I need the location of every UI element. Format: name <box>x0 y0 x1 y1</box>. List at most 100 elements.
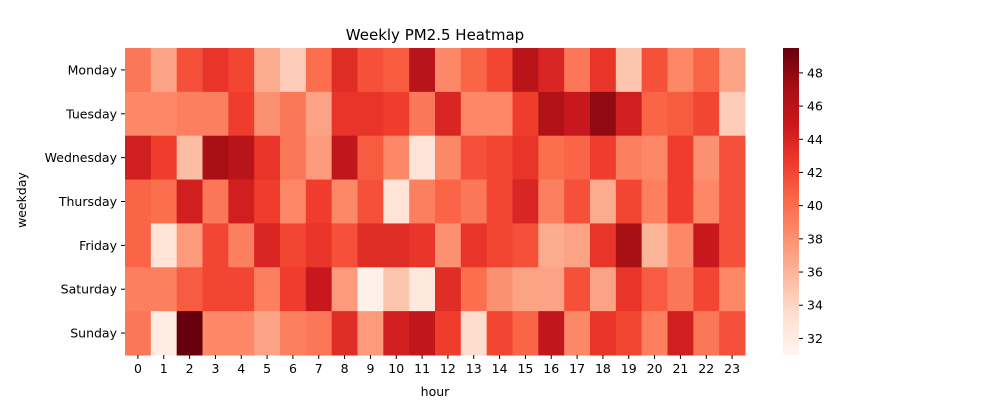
heatmap-cell <box>176 48 203 93</box>
heatmap-cell <box>331 48 358 93</box>
heatmap-cell <box>150 91 178 137</box>
x-tick-label: 10 <box>388 361 404 376</box>
heatmap-cell <box>719 267 746 312</box>
heatmap-cell <box>228 179 255 224</box>
heatmap-cell <box>719 91 746 137</box>
heatmap-cell <box>280 223 307 268</box>
heatmap-cell <box>383 179 410 224</box>
heatmap-cell <box>667 48 694 93</box>
heatmap-cell <box>435 267 462 312</box>
x-tick-label: 5 <box>263 361 271 376</box>
chart-title: Weekly PM2.5 Heatmap <box>346 26 524 44</box>
heatmap-cell <box>305 179 333 224</box>
heatmap-cell <box>590 267 617 312</box>
heatmap-cell <box>615 48 643 93</box>
heatmap-cell <box>719 135 746 181</box>
heatmap-cell <box>538 223 565 268</box>
heatmap-cell <box>409 223 436 268</box>
y-tick-label: Sunday <box>70 326 117 341</box>
heatmap-cell <box>615 223 643 268</box>
heatmap-cell <box>280 179 307 224</box>
heatmap-cell <box>667 267 694 312</box>
heatmap-cell <box>460 311 488 356</box>
heatmap-cell <box>460 48 488 93</box>
heatmap-cell <box>564 311 591 356</box>
heatmap-cell <box>331 311 358 356</box>
heatmap-cell <box>150 311 178 356</box>
x-axis-title: hour <box>421 384 450 399</box>
colorbar <box>783 48 799 355</box>
heatmap-cell <box>150 179 178 224</box>
heatmap-cell <box>486 48 513 93</box>
heatmap-cell <box>693 48 720 93</box>
heatmap-cell <box>202 179 229 224</box>
heatmap-cell <box>615 311 643 356</box>
heatmap-cell <box>409 267 436 312</box>
heatmap-cell <box>512 311 539 356</box>
heatmap-cell <box>383 267 410 312</box>
heatmap-cell <box>693 179 720 224</box>
heatmap-cell <box>590 91 617 137</box>
heatmap-cell <box>202 267 229 312</box>
heatmap-cell <box>538 179 565 224</box>
heatmap-cell <box>305 267 333 312</box>
heatmap-cell <box>357 223 384 268</box>
heatmap-cell <box>176 311 203 356</box>
x-tick-label: 12 <box>440 361 456 376</box>
heatmap-cell <box>564 48 591 93</box>
x-tick-label: 8 <box>341 361 349 376</box>
heatmap-cell <box>331 223 358 268</box>
heatmap-cell <box>564 223 591 268</box>
y-axis-title: weekday <box>14 171 29 227</box>
heatmap-cell <box>667 223 694 268</box>
heatmap-cell <box>693 135 720 181</box>
x-tick-label: 15 <box>517 361 533 376</box>
heatmap-cell <box>719 48 746 93</box>
heatmap-cell <box>667 91 694 137</box>
x-tick-label: 9 <box>366 361 374 376</box>
heatmap-cell <box>693 223 720 268</box>
heatmap-cell <box>590 223 617 268</box>
x-tick-label: 18 <box>595 361 611 376</box>
heatmap-cell <box>641 223 668 268</box>
x-tick-label: 1 <box>160 361 168 376</box>
y-axis: Monday Tuesday Wednesday Thursday Friday Satu… <box>45 62 125 341</box>
x-tick-label: 23 <box>724 361 740 376</box>
colorbar-tick-label: 44 <box>807 132 823 147</box>
heatmap-cell <box>202 223 229 268</box>
x-tick-label: 6 <box>289 361 297 376</box>
heatmap-cell <box>460 135 488 181</box>
heatmap-cell <box>564 179 591 224</box>
heatmap-cell <box>409 179 436 224</box>
heatmap-cell <box>460 267 488 312</box>
heatmap-cell <box>383 311 410 356</box>
heatmap-cell <box>254 223 281 268</box>
heatmap-cell <box>125 311 152 356</box>
heatmap-cell <box>331 135 358 181</box>
heatmap-cell <box>590 135 617 181</box>
heatmap-cell <box>486 179 513 224</box>
x-tick-label: 2 <box>186 361 194 376</box>
y-tick-label: Friday <box>79 238 117 253</box>
x-tick-label: 13 <box>466 361 482 376</box>
heatmap-cell <box>435 135 462 181</box>
heatmap-cell <box>202 48 229 93</box>
heatmap-cell <box>125 91 152 137</box>
heatmap-cell <box>667 179 694 224</box>
heatmap-cell <box>486 135 513 181</box>
heatmap-cell <box>357 91 384 137</box>
heatmap-cell <box>125 267 152 312</box>
heatmap-cell <box>693 311 720 356</box>
heatmap-cell <box>435 91 462 137</box>
heatmap-cell <box>254 267 281 312</box>
heatmap-cell <box>305 311 333 356</box>
heatmap-cell <box>305 91 333 137</box>
colorbar-axis: 32 34 36 38 40 42 44 46 48 <box>799 65 823 346</box>
heatmap-cell <box>435 179 462 224</box>
heatmap-cell <box>280 135 307 181</box>
heatmap-cell <box>254 179 281 224</box>
heatmap-cell <box>641 267 668 312</box>
heatmap-cell <box>383 135 410 181</box>
heatmap-cell <box>719 311 746 356</box>
heatmap-cell <box>564 135 591 181</box>
